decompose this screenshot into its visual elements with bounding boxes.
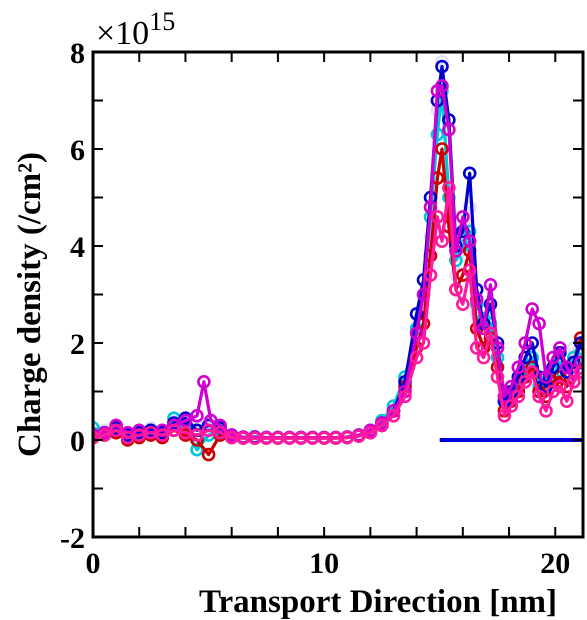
data-point [532, 389, 546, 404]
x-tick-label: 0 [86, 547, 101, 580]
data-point [511, 360, 526, 375]
data-point [190, 408, 204, 423]
series-5 [93, 79, 583, 445]
data-point [518, 374, 533, 389]
data-point [109, 423, 123, 438]
data-point [504, 399, 519, 413]
data-point [93, 421, 100, 435]
data-point [213, 425, 227, 440]
data-point [190, 428, 204, 442]
series-layer [93, 54, 583, 462]
data-point [559, 360, 574, 375]
data-point [398, 389, 412, 404]
x-axis-label: Transport Direction [nm] [199, 584, 557, 620]
y-tick-label: -2 [60, 522, 85, 555]
data-point [573, 365, 583, 379]
data-point [511, 389, 526, 404]
x-tick-label: 20 [540, 547, 570, 580]
data-point [525, 365, 540, 379]
axes-layer [91, 50, 585, 539]
data-point [416, 336, 431, 350]
data-point [497, 389, 512, 404]
data-point [504, 379, 519, 394]
text-layer: Transport Direction [nm] Charge density … [12, 7, 570, 620]
data-point [483, 326, 498, 341]
data-point [351, 429, 366, 443]
data-point [423, 268, 438, 282]
data-point [197, 374, 211, 389]
data-point [476, 350, 491, 365]
data-point [462, 234, 477, 248]
data-point [409, 350, 424, 365]
data-point [553, 379, 567, 394]
x-tick-label: 10 [309, 547, 339, 580]
data-point [435, 234, 449, 248]
data-point [497, 408, 512, 423]
y-axis-multiplier: ×10 [96, 15, 149, 52]
data-point [442, 122, 456, 137]
data-point [375, 418, 389, 433]
data-point [435, 142, 449, 156]
data-point [97, 428, 112, 442]
y-tick-label: 4 [70, 231, 85, 264]
data-point [363, 425, 378, 440]
data-point [435, 79, 449, 93]
y-tick-label: 8 [70, 37, 85, 70]
data-point [483, 277, 498, 292]
data-point [442, 181, 456, 195]
data-point [518, 336, 533, 350]
data-point [449, 282, 463, 297]
data-point [559, 394, 574, 409]
data-point [449, 244, 463, 258]
series-6 [93, 181, 583, 445]
data-point [546, 350, 560, 365]
y-tick-label: 6 [70, 134, 85, 167]
data-point [155, 428, 170, 442]
data-point [490, 370, 505, 384]
y-tick-label: 0 [70, 425, 85, 458]
data-point [435, 59, 449, 74]
data-point [430, 127, 445, 142]
y-axis-label: Charge density (/cm²) [12, 152, 48, 457]
y-tick-label: 2 [70, 328, 85, 361]
data-point [525, 302, 540, 316]
data-point [553, 341, 567, 355]
data-point [423, 200, 438, 214]
data-point [462, 166, 477, 181]
data-point [386, 408, 401, 423]
series-line-5 [93, 84, 583, 440]
data-point [455, 297, 470, 312]
data-point [455, 210, 470, 224]
data-point [409, 326, 424, 341]
data-point [469, 341, 484, 355]
data-point [430, 210, 445, 224]
data-point [213, 418, 227, 433]
data-point [539, 370, 553, 384]
y-axis-exponent: ×1015 [96, 7, 175, 53]
plot-frame [91, 50, 585, 539]
y-axis-multiplier-exponent: 15 [149, 7, 175, 36]
data-point [462, 263, 477, 278]
data-point [539, 404, 553, 418]
data-point [532, 316, 546, 331]
data-point [201, 447, 216, 462]
data-point [409, 307, 424, 321]
data-point [566, 374, 581, 389]
data-point [449, 253, 463, 268]
